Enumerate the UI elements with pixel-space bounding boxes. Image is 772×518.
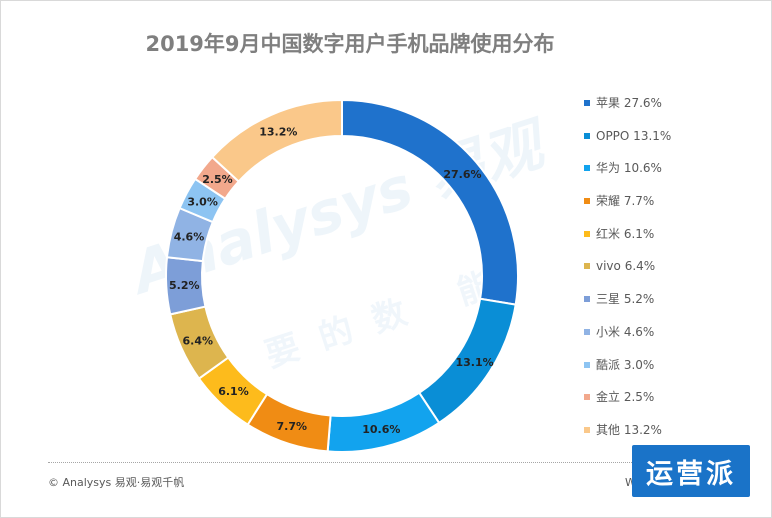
legend-item: 三星 5.2% — [584, 289, 671, 322]
legend-item: 华为 10.6% — [584, 158, 671, 191]
legend-item: 小米 4.6% — [584, 322, 671, 355]
legend-label: 华为 10.6% — [596, 161, 662, 176]
legend-label: 其他 13.2% — [596, 422, 662, 437]
chart-legend: 苹果 27.6% OPPO 13.1% 华为 10.6% 荣耀 7.7% 红米 6.1%… — [584, 93, 671, 453]
slice-data-label: 6.1% — [218, 385, 249, 398]
legend-swatch — [584, 361, 590, 368]
slice-data-label: 4.6% — [174, 231, 205, 244]
legend-swatch — [584, 198, 590, 205]
slice-data-label: 13.1% — [456, 356, 494, 369]
legend-label: 荣耀 7.7% — [596, 194, 655, 209]
legend-label: vivo 6.4% — [596, 259, 656, 274]
legend-item: 红米 6.1% — [584, 224, 671, 257]
legend-swatch — [584, 132, 590, 139]
legend-swatch — [584, 394, 590, 401]
legend-item: vivo 6.4% — [584, 256, 671, 289]
legend-label: OPPO 13.1% — [596, 128, 672, 143]
legend-item: 酷派 3.0% — [584, 355, 671, 388]
donut-slice-10 — [210, 98, 343, 183]
legend-swatch — [584, 263, 590, 270]
legend-swatch — [584, 296, 590, 303]
legend-item: OPPO 13.1% — [584, 126, 671, 159]
legend-swatch — [584, 165, 590, 172]
legend-item: 金立 2.5% — [584, 387, 671, 420]
slice-data-label: 27.6% — [443, 168, 481, 181]
slice-data-label: 10.6% — [362, 423, 400, 436]
brand-badge: 运营派 — [632, 445, 750, 497]
legend-label: 酷派 3.0% — [596, 357, 655, 372]
source-footer: © Analysys 易观·易观千帆 — [48, 476, 185, 489]
legend-swatch — [584, 328, 590, 335]
legend-label: 小米 4.6% — [596, 324, 655, 339]
slice-data-label: 6.4% — [183, 335, 214, 348]
slice-data-label: 7.7% — [277, 420, 308, 433]
slice-data-label: 13.2% — [259, 125, 297, 138]
legend-swatch — [584, 100, 590, 106]
slice-data-label: 3.0% — [187, 196, 218, 209]
legend-label: 苹果 27.6% — [596, 96, 662, 110]
slice-data-label: 2.5% — [202, 173, 233, 186]
legend-item: 其他 13.2% — [584, 420, 671, 453]
donut-slice-0 — [341, 98, 519, 306]
legend-swatch — [584, 426, 590, 433]
legend-swatch — [584, 230, 590, 237]
chart-title: 2019年9月中国数字用户手机品牌使用分布 — [145, 32, 555, 56]
slice-data-label: 5.2% — [169, 279, 200, 292]
footer-divider — [48, 462, 688, 463]
legend-item: 苹果 27.6% — [584, 93, 671, 126]
legend-label: 红米 6.1% — [596, 226, 655, 241]
legend-item: 荣耀 7.7% — [584, 191, 671, 224]
footer-right-text: W — [625, 476, 636, 489]
legend-label: 三星 5.2% — [596, 292, 655, 307]
legend-label: 金立 2.5% — [596, 390, 655, 405]
